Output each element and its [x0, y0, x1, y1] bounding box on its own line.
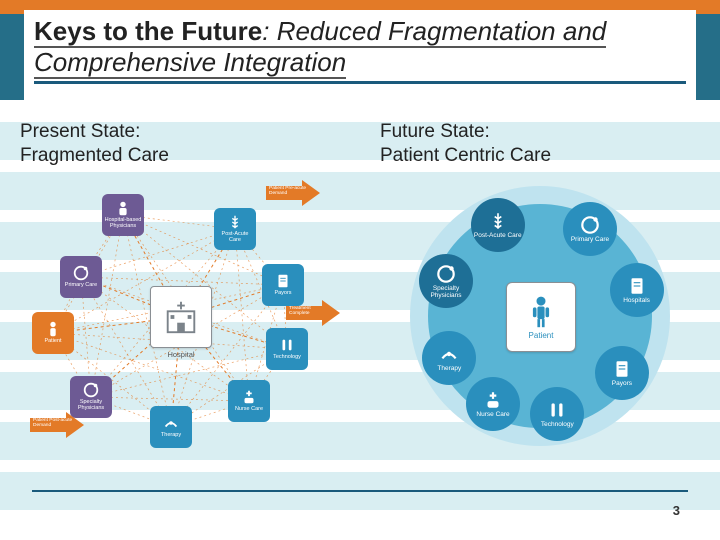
hospital-center-label: Hospital	[150, 350, 212, 359]
pc-node-nurse: Nurse Care	[466, 377, 520, 431]
frag-node-tech: Technology	[266, 328, 308, 370]
pc-node-tech: Technology	[530, 387, 584, 441]
frag-node-nurse: Nurse Care	[228, 380, 270, 422]
title-bold: Keys to the Future	[34, 16, 262, 46]
pc-node-spec: Specialty Physicians	[419, 254, 473, 308]
left-column: Present State:Fragmented Care Hospital H…	[0, 110, 360, 490]
outflow-post-demand: Patient Post-acute Demand	[30, 410, 86, 440]
person-icon	[523, 293, 559, 329]
fragmented-care-diagram: Hospital Hospital-based PhysiciansPrimar…	[30, 180, 330, 450]
future-state-heading: Future State:Patient Centric Care	[380, 120, 700, 168]
pc-node-payors: Payors	[595, 346, 649, 400]
right-column: Future State:Patient Centric Care Patien…	[360, 110, 720, 490]
pc-node-hospitals: Hospitals	[610, 263, 664, 317]
page-number: 3	[673, 503, 680, 518]
frag-node-postacute: Post-Acute Care	[214, 208, 256, 250]
frag-node-primary: Primary Care	[60, 256, 102, 298]
patient-centric-diagram: Patient Primary Care Hospitals PayorsTechn…	[390, 180, 690, 450]
frag-node-patient: Patient	[32, 312, 74, 354]
outflow-pre-demand: Patient Pre-acute Demand	[266, 178, 322, 208]
pc-node-primary: Primary Care	[563, 202, 617, 256]
title-underline-rule	[34, 81, 686, 84]
outflow-treat-complete: Treatment Complete	[286, 298, 342, 328]
pc-node-postacute: Post-Acute Care	[471, 198, 525, 252]
patient-center-node: Patient	[506, 282, 576, 352]
hospital-icon	[162, 298, 200, 336]
content-area: Present State:Fragmented Care Hospital H…	[0, 110, 720, 490]
patient-center-label: Patient	[529, 331, 554, 340]
footer-rule	[32, 490, 688, 492]
hospital-center-node	[150, 286, 212, 348]
pc-node-therapy: Therapy	[422, 331, 476, 385]
slide-title: Keys to the Future: Reduced Fragmentatio…	[24, 10, 696, 100]
frag-node-therapy: Therapy	[150, 406, 192, 448]
present-state-heading: Present State:Fragmented Care	[20, 120, 340, 168]
frag-node-hosp-phys: Hospital-based Physicians	[102, 194, 144, 236]
